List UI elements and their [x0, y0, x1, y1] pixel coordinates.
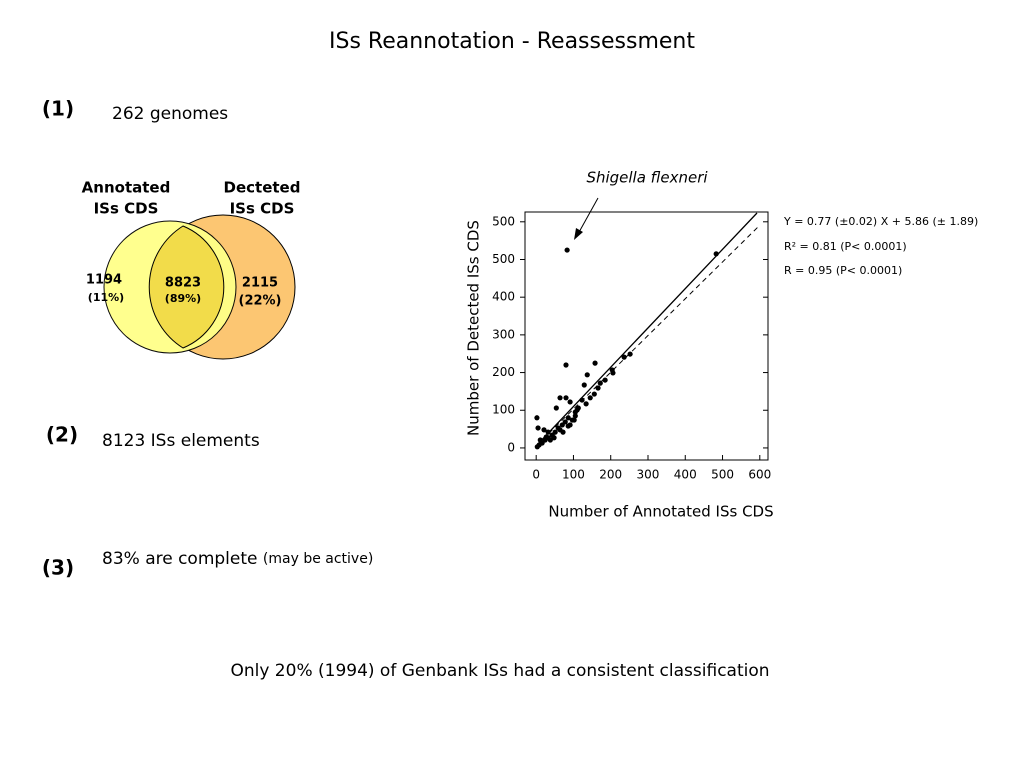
annotation: Shigella flexneri — [586, 169, 708, 187]
scatter-point — [587, 395, 593, 401]
venn-label: Annotated — [82, 179, 171, 197]
identity-line — [535, 224, 761, 447]
slide-title: ISs Reannotation - Reassessment — [329, 29, 695, 54]
x-tick-label: 400 — [674, 468, 697, 482]
scatter-point — [535, 425, 541, 431]
y-axis-label: Number of Detected ISs CDS — [465, 220, 483, 436]
scatter-point — [557, 395, 563, 401]
scatter-point — [543, 434, 549, 440]
stat-text: R² = 0.81 (P< 0.0001) — [784, 240, 907, 253]
item-text: 83% are complete (may be active) — [102, 549, 373, 569]
plot-frame — [524, 211, 769, 461]
scatter-point — [572, 409, 578, 415]
x-tick-label: 600 — [748, 468, 771, 482]
scatter-point — [595, 385, 601, 391]
venn-label: ISs CDS — [94, 200, 159, 218]
scatter-point — [567, 399, 573, 405]
scatter-point — [565, 423, 571, 429]
y-tick-label: 300 — [492, 327, 515, 341]
item-marker: (1) — [42, 97, 74, 121]
venn-value: 2115 — [242, 276, 278, 291]
venn-label: Decteted — [224, 179, 301, 197]
scatter-point — [571, 417, 577, 423]
venn-pct: (11%) — [88, 291, 124, 304]
scatter-point — [627, 351, 633, 357]
scatter-point — [564, 247, 570, 253]
y-tick-label: 200 — [492, 365, 515, 379]
scatter-point — [597, 380, 603, 386]
scatter-point — [534, 415, 540, 421]
x-tick-label: 500 — [711, 468, 734, 482]
scatter-point — [565, 415, 571, 421]
y-tick-label: 400 — [492, 290, 515, 304]
scatter-point — [575, 405, 581, 411]
venn-value: 8823 — [165, 276, 201, 291]
scatter-point — [621, 354, 627, 360]
scatter-point — [563, 395, 569, 401]
scatter-point — [560, 429, 566, 435]
scatter-point — [583, 401, 589, 407]
x-tick-label: 200 — [599, 468, 622, 482]
scatter-point — [584, 372, 590, 378]
regression-line — [535, 212, 758, 447]
scatter-point — [534, 444, 540, 450]
y-tick-label: 500 — [492, 252, 515, 266]
scatter-point — [545, 429, 551, 435]
venn-pct: (22%) — [239, 294, 282, 309]
item-text: 262 genomes — [112, 104, 228, 124]
y-tick-label: 500 — [492, 214, 515, 228]
x-tick-label: 300 — [637, 468, 660, 482]
venn-label: ISs CDS — [230, 200, 295, 218]
scatter-point — [572, 413, 578, 419]
scatter-point — [592, 360, 598, 366]
scatter-point — [553, 405, 559, 411]
scatter-point — [713, 251, 719, 257]
scatter-point — [551, 435, 557, 441]
scatter-point — [579, 397, 585, 403]
stat-text: R = 0.95 (P< 0.0001) — [784, 264, 902, 277]
venn-overlap — [148, 225, 225, 349]
scatter-point — [610, 370, 616, 376]
x-axis-label: Number of Annotated ISs CDS — [548, 503, 773, 521]
annotation-arrow — [577, 197, 599, 235]
footer-text: Only 20% (1994) of Genbank ISs had a con… — [230, 661, 769, 681]
scatter-point — [559, 422, 565, 428]
item-text: 8123 ISs elements — [102, 431, 260, 451]
item-marker: (3) — [42, 556, 74, 580]
y-tick-label: 100 — [492, 403, 515, 417]
scatter-point — [591, 391, 597, 397]
stat-text: Y = 0.77 (±0.02) X + 5.86 (± 1.89) — [783, 215, 978, 228]
venn-value: 1194 — [86, 273, 122, 288]
x-tick-label: 0 — [532, 468, 540, 482]
scatter-point — [541, 427, 547, 433]
scatter-point — [602, 377, 608, 383]
item-marker: (2) — [46, 423, 78, 447]
scatter-point — [563, 362, 569, 368]
scatter-point — [547, 437, 553, 443]
x-tick-label: 100 — [562, 468, 585, 482]
scatter-point — [581, 382, 587, 388]
venn-pct: (89%) — [165, 292, 201, 305]
arrow-head — [574, 228, 583, 240]
y-tick-label: 0 — [507, 440, 515, 454]
scatter-point — [537, 437, 543, 443]
